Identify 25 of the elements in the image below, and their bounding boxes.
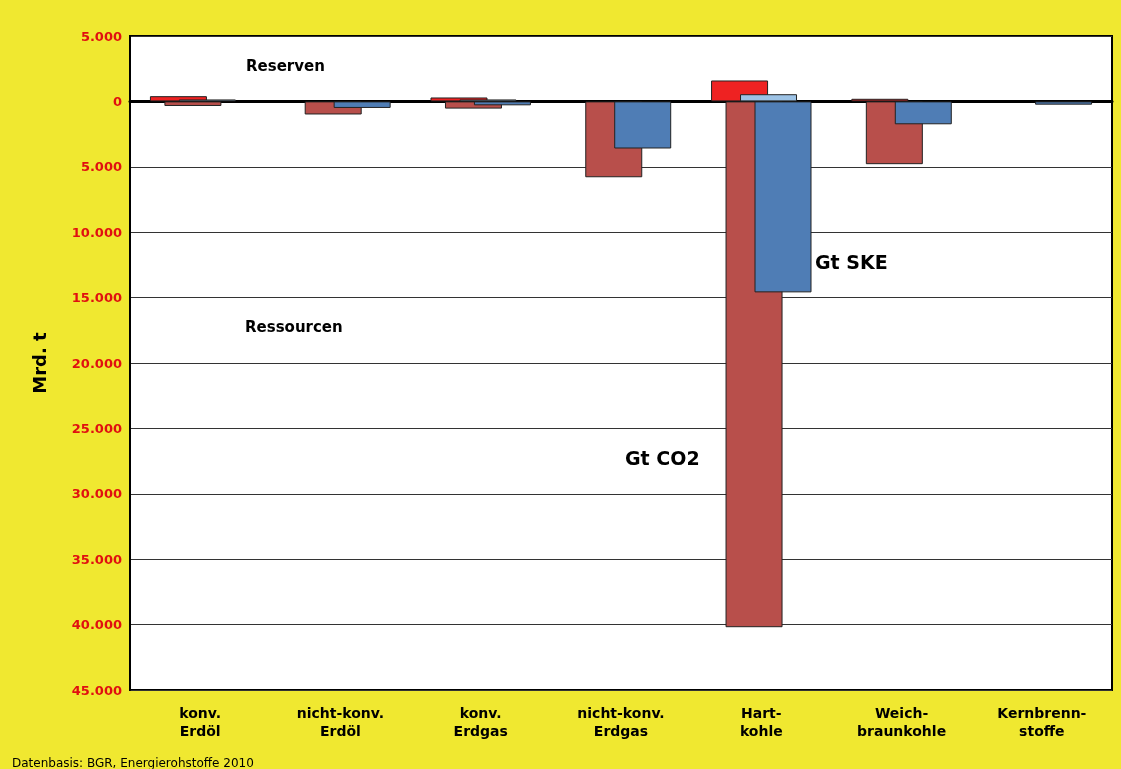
y-tick-label: 10.000 (71, 224, 122, 240)
x-tick-label: Kernbrenn- stoffe (997, 705, 1087, 739)
x-tick-label: nicht-konv. Erdgas (577, 705, 665, 739)
annotation: Gt CO2 (625, 446, 700, 469)
x-tick-label: Weich- braunkohle (857, 705, 947, 739)
y-tick-label: 5.000 (80, 28, 122, 44)
annotation: Gt SKE (815, 250, 888, 273)
text: Datenbasis: BGR, Energierohstoffe 2010 (12, 756, 254, 769)
y-tick-label: 40.000 (71, 617, 122, 633)
y-tick-label: 30.000 (71, 486, 122, 502)
y-axis-title: Mrd. t (28, 331, 50, 394)
y-tick-label: 25.000 (71, 420, 122, 436)
x-tick-label: Hart- kohle (739, 705, 783, 739)
y-tick-label: 35.000 (71, 551, 122, 567)
y-tick-label: 5.000 (80, 159, 122, 175)
y-tick-label: 20.000 (71, 355, 122, 371)
x-tick-label: konv. Erdöl (179, 705, 222, 739)
x-tick-label: nicht-konv. Erdöl (296, 705, 385, 739)
y-tick-label: 15.000 (71, 290, 122, 306)
y-tick-label: 0 (112, 93, 122, 109)
bar (1035, 101, 1093, 105)
x-tick-label: konv. Erdgas (453, 705, 508, 739)
annotation: Reserven (246, 56, 325, 75)
y-tick-label: 45.000 (71, 682, 122, 698)
annotation: Ressourcen (245, 317, 343, 336)
